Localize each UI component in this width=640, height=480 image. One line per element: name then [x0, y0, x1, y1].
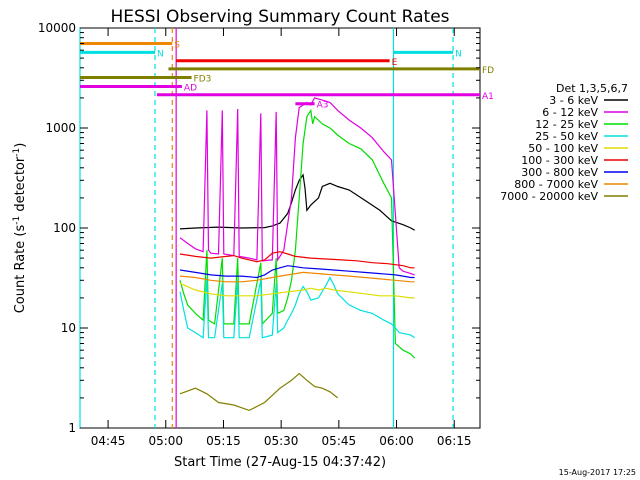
legend-label-100-300-kev: 100 - 300 keV	[521, 154, 598, 167]
y-axis-label: Count Rate (s-1 detector-1)	[12, 143, 28, 314]
y-tick-label: 100	[53, 221, 76, 235]
legend-label-50-100-kev: 50 - 100 keV	[528, 142, 598, 155]
flag-label-e-3: E	[392, 58, 398, 68]
flag-label-n-1: N	[157, 49, 164, 59]
series-lines	[179, 97, 416, 412]
series-line-300-800-kev	[179, 265, 415, 279]
series-line-25-50-kev	[179, 276, 415, 339]
x-tick-label: 04:45	[91, 434, 126, 448]
series-line-50-100-kev	[179, 282, 415, 299]
series-line-3-6-kev	[179, 173, 415, 231]
flag-label-fd3-5: FD3	[194, 74, 212, 84]
y-tick-label: 1000	[45, 121, 76, 135]
x-tick-label: 05:00	[148, 434, 183, 448]
y-tick-label: 10000	[38, 21, 76, 35]
legend-label-25-50-kev: 25 - 50 keV	[535, 130, 598, 143]
y-tick-label: 10	[61, 321, 76, 335]
series-line-800-7000-kev	[179, 271, 415, 283]
legend-label-12-25-kev: 12 - 25 keV	[535, 118, 598, 131]
legend-label-300-800-kev: 300 - 800 keV	[521, 166, 598, 179]
x-tick-label: 06:15	[437, 434, 472, 448]
legend-label-7000-20000-kev: 7000 - 20000 keV	[500, 190, 598, 203]
y-axis-ticks: 1 10 100 1000 10000	[38, 21, 480, 435]
legend-label-800-7000-kev: 800 - 7000 keV	[514, 178, 598, 191]
flag-label-n-2: N	[455, 49, 462, 59]
legend-title: Det 1,3,5,6,7	[556, 82, 628, 95]
footer-timestamp: 15-Aug-2017 17:25	[559, 468, 636, 477]
series-line-100-300-kev	[179, 251, 415, 269]
legend-label-3-6-kev: 3 - 6 keV	[549, 94, 598, 107]
flag-label-a1-7: A1	[482, 92, 494, 102]
series-line-12-25-kev	[179, 108, 416, 359]
series-line-6-12-kev	[179, 97, 415, 276]
chart-title: HESSI Observing Summary Count Rates	[110, 7, 449, 27]
flag-label-s-0: S	[174, 40, 180, 50]
flag-label-fd-4: FD	[482, 66, 494, 76]
x-tick-label: 05:45	[322, 434, 357, 448]
flag-label-a3-8: A3	[317, 101, 329, 111]
x-tick-label: 05:15	[206, 434, 241, 448]
x-tick-label: 05:30	[264, 434, 299, 448]
y-tick-label: 1	[68, 421, 76, 435]
x-tick-label: 06:00	[379, 434, 414, 448]
legend-label-6-12-kev: 6 - 12 keV	[542, 106, 598, 119]
series-line-7000-20000-kev	[179, 372, 339, 412]
x-axis-label: Start Time (27-Aug-15 04:37:42)	[174, 455, 386, 470]
x-axis-ticks: 04:45 05:00 05:15 05:30 05:45 06:00 06:15	[91, 28, 472, 448]
flag-label-ad-6: AD	[184, 84, 197, 94]
